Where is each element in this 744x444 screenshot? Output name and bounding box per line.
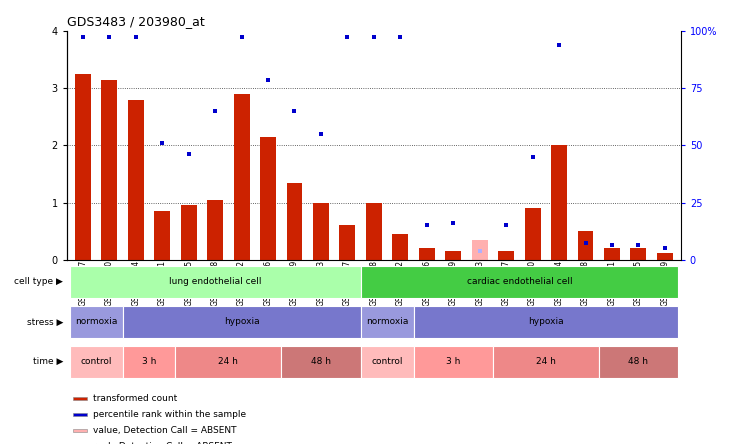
FancyBboxPatch shape [361, 266, 678, 298]
Text: control: control [371, 357, 403, 366]
FancyBboxPatch shape [414, 346, 493, 378]
Point [474, 248, 486, 255]
FancyBboxPatch shape [493, 346, 599, 378]
Bar [366, 202, 382, 260]
Text: 24 h: 24 h [536, 357, 556, 366]
Point [341, 33, 353, 40]
Point [209, 107, 221, 115]
Text: 24 h: 24 h [219, 357, 238, 366]
Text: control: control [80, 357, 112, 366]
Point [632, 242, 644, 249]
Point [236, 33, 248, 40]
FancyBboxPatch shape [361, 346, 414, 378]
Bar [73, 429, 87, 432]
FancyBboxPatch shape [281, 346, 361, 378]
Text: percentile rank within the sample: percentile rank within the sample [93, 410, 246, 419]
Bar [128, 99, 144, 260]
Point [315, 131, 327, 138]
Bar [234, 94, 249, 260]
Bar [207, 200, 223, 260]
Text: GDS3483 / 203980_at: GDS3483 / 203980_at [67, 16, 205, 28]
Point [77, 33, 89, 40]
Point [606, 242, 618, 249]
Text: hypoxia: hypoxia [528, 317, 564, 326]
Bar [577, 231, 594, 260]
Text: cell type ▶: cell type ▶ [14, 278, 63, 286]
Text: lung endothelial cell: lung endothelial cell [169, 278, 261, 286]
Point [129, 33, 141, 40]
Text: hypoxia: hypoxia [224, 317, 260, 326]
Point [156, 139, 168, 146]
Bar [551, 145, 567, 260]
Point [394, 33, 406, 40]
Point [500, 222, 512, 229]
Bar [446, 251, 461, 260]
FancyBboxPatch shape [599, 346, 678, 378]
Bar [604, 248, 620, 260]
Bar [339, 226, 356, 260]
FancyBboxPatch shape [414, 306, 678, 338]
Point [289, 107, 301, 115]
Bar [101, 79, 118, 260]
Bar [73, 413, 87, 416]
Text: 48 h: 48 h [311, 357, 331, 366]
Bar [313, 202, 329, 260]
Text: 48 h: 48 h [629, 357, 649, 366]
Bar [630, 248, 647, 260]
FancyBboxPatch shape [123, 346, 176, 378]
Bar [657, 253, 673, 260]
Text: 3 h: 3 h [446, 357, 461, 366]
Point [183, 151, 195, 158]
Bar [392, 234, 408, 260]
Bar [419, 248, 434, 260]
FancyBboxPatch shape [361, 306, 414, 338]
Bar [498, 251, 514, 260]
Bar [73, 396, 87, 400]
Bar [154, 211, 170, 260]
Point [262, 76, 274, 83]
Point [527, 153, 539, 160]
Bar [181, 206, 196, 260]
Text: rank, Detection Call = ABSENT: rank, Detection Call = ABSENT [93, 442, 232, 444]
Text: normoxia: normoxia [75, 317, 118, 326]
FancyBboxPatch shape [70, 306, 123, 338]
Text: normoxia: normoxia [366, 317, 408, 326]
Bar [525, 208, 541, 260]
Point [447, 219, 459, 226]
Point [421, 222, 433, 229]
Point [659, 245, 671, 252]
FancyBboxPatch shape [70, 346, 123, 378]
Point [368, 33, 379, 40]
FancyBboxPatch shape [70, 266, 361, 298]
FancyBboxPatch shape [123, 306, 361, 338]
Text: value, Detection Call = ABSENT: value, Detection Call = ABSENT [93, 426, 237, 435]
Text: stress ▶: stress ▶ [27, 317, 63, 326]
Text: cardiac endothelial cell: cardiac endothelial cell [466, 278, 572, 286]
Bar [260, 137, 276, 260]
FancyBboxPatch shape [176, 346, 281, 378]
Bar [75, 74, 91, 260]
Text: transformed count: transformed count [93, 394, 177, 403]
Point [553, 42, 565, 49]
Bar [472, 240, 487, 260]
Point [580, 239, 591, 246]
Point [103, 33, 115, 40]
Text: 3 h: 3 h [142, 357, 156, 366]
Text: time ▶: time ▶ [33, 357, 63, 366]
Bar [286, 182, 302, 260]
